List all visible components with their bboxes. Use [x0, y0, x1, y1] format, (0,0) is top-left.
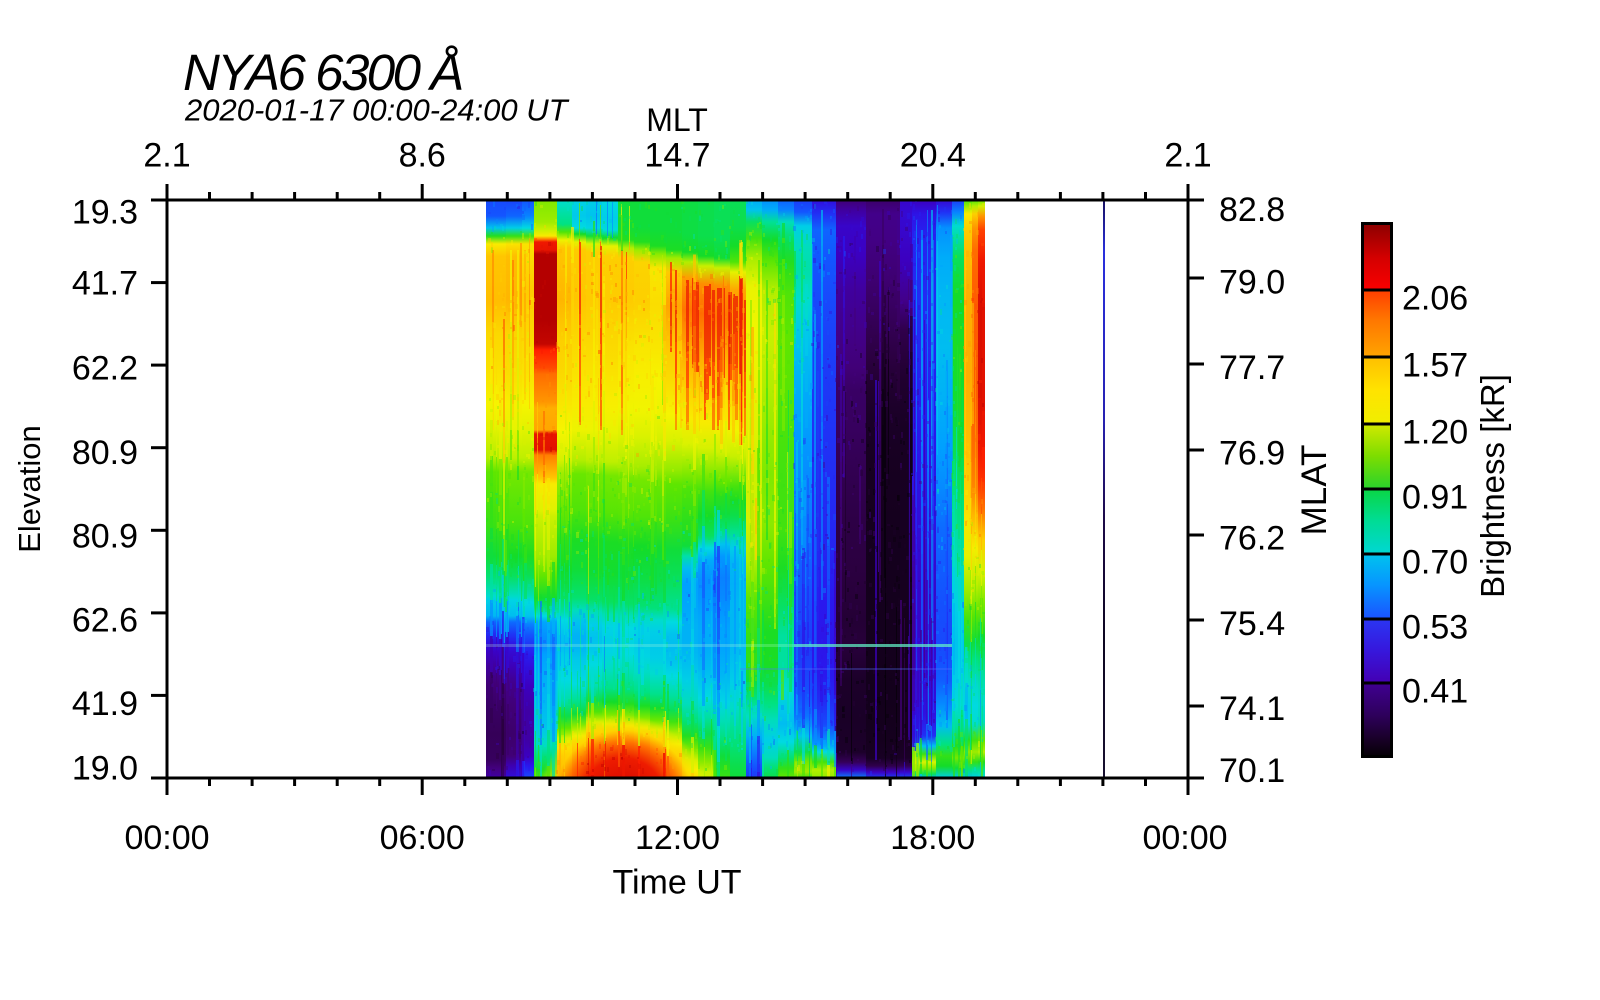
svg-text:8.6: 8.6 — [399, 137, 446, 175]
svg-text:Brightness [kR]: Brightness [kR] — [1474, 374, 1511, 598]
svg-text:0.70: 0.70 — [1402, 543, 1468, 581]
svg-text:62.6: 62.6 — [72, 601, 138, 639]
svg-text:1.20: 1.20 — [1402, 413, 1468, 451]
svg-text:00:00: 00:00 — [124, 819, 209, 857]
svg-text:74.1: 74.1 — [1219, 690, 1285, 728]
svg-text:MLT: MLT — [646, 102, 708, 138]
svg-text:79.0: 79.0 — [1219, 263, 1285, 301]
svg-text:19.0: 19.0 — [72, 750, 138, 788]
svg-text:2.1: 2.1 — [143, 137, 190, 175]
svg-text:20.4: 20.4 — [900, 137, 966, 175]
svg-text:NYA6 6300 Å: NYA6 6300 Å — [183, 44, 462, 101]
svg-text:12:00: 12:00 — [635, 819, 720, 857]
svg-text:80.9: 80.9 — [72, 518, 138, 556]
svg-text:0.41: 0.41 — [1402, 672, 1468, 710]
svg-text:19.3: 19.3 — [72, 194, 138, 232]
svg-text:06:00: 06:00 — [380, 819, 465, 857]
svg-text:62.2: 62.2 — [72, 350, 138, 388]
svg-text:70.1: 70.1 — [1219, 752, 1285, 790]
svg-text:41.7: 41.7 — [72, 265, 138, 303]
svg-text:Elevation: Elevation — [12, 425, 47, 553]
svg-text:Time UT: Time UT — [612, 864, 741, 902]
svg-text:18:00: 18:00 — [890, 819, 975, 857]
svg-text:2.1: 2.1 — [1164, 137, 1211, 175]
svg-text:0.53: 0.53 — [1402, 608, 1468, 646]
svg-text:00:00: 00:00 — [1142, 819, 1227, 857]
svg-text:2.06: 2.06 — [1402, 279, 1468, 317]
svg-text:41.9: 41.9 — [72, 685, 138, 723]
svg-text:MLAT: MLAT — [1295, 445, 1334, 536]
svg-text:80.9: 80.9 — [72, 434, 138, 472]
svg-text:82.8: 82.8 — [1219, 191, 1285, 229]
svg-text:14.7: 14.7 — [644, 137, 710, 175]
svg-text:0.91: 0.91 — [1402, 478, 1468, 516]
svg-text:76.9: 76.9 — [1219, 435, 1285, 473]
svg-text:76.2: 76.2 — [1219, 520, 1285, 558]
svg-text:75.4: 75.4 — [1219, 605, 1285, 643]
svg-text:77.7: 77.7 — [1219, 349, 1285, 387]
svg-text:2020-01-17 00:00-24:00 UT: 2020-01-17 00:00-24:00 UT — [184, 93, 570, 128]
svg-text:1.57: 1.57 — [1402, 346, 1468, 384]
